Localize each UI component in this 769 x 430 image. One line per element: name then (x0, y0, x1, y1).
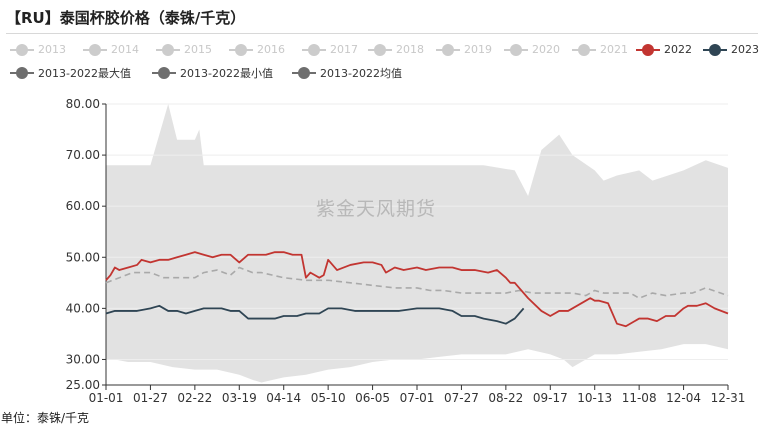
title-divider (6, 33, 758, 34)
legend-label: 2013-2022最小值 (180, 67, 273, 80)
x-tick-label: 02-22 (177, 391, 212, 405)
legend-item-2015[interactable]: 2015 (156, 43, 212, 56)
series-line-2023 (105, 304, 525, 325)
legend-label: 2021 (600, 43, 628, 56)
y-tick-label: 40.00 (66, 301, 100, 315)
legend-item-2013-2022均值[interactable]: 2013-2022均值 (292, 65, 402, 81)
legend-label: 2014 (111, 43, 139, 56)
legend-symbol-icon (10, 67, 34, 79)
legend-label: 2015 (184, 43, 212, 56)
legend-symbol-icon (636, 43, 660, 56)
x-tick-label: 10-13 (577, 391, 612, 405)
legend-item-2019[interactable]: 2019 (436, 43, 492, 56)
legend-item-2020[interactable]: 2020 (504, 43, 560, 56)
x-tick-label: 05-10 (311, 391, 346, 405)
series-line-avg (105, 266, 729, 299)
legend-symbol-icon (504, 43, 528, 56)
legend-symbol-icon (83, 43, 107, 56)
legend-symbol-icon (302, 43, 326, 56)
y-tick-label: 30.00 (66, 352, 100, 366)
x-tick-label: 01-01 (89, 391, 124, 405)
legend-item-2014[interactable]: 2014 (83, 43, 139, 56)
legend-label: 2019 (464, 43, 492, 56)
legend-label: 2022 (664, 43, 692, 56)
unit-label: 单位：泰铢/千克 (1, 411, 90, 425)
legend: 2013 2014 2015 2016 2017 2018 2019 2020 2021 2022… (0, 40, 769, 86)
legend-symbol-icon (572, 43, 596, 56)
x-tick-label: 04-14 (266, 391, 301, 405)
legend-item-2013-2022最大值[interactable]: 2013-2022最大值 (10, 65, 131, 81)
legend-label: 2013-2022均值 (320, 67, 402, 80)
chart-title: 【RU】泰国杯胶价格（泰铢/千克） (6, 9, 246, 27)
x-tick-label: 08-22 (488, 391, 523, 405)
x-tick-label: 06-05 (355, 391, 390, 405)
x-tick-label: 07-01 (400, 391, 435, 405)
series-line-2022 (105, 251, 729, 328)
legend-label: 2013 (38, 43, 66, 56)
min-max-band (106, 104, 728, 383)
legend-label: 2020 (532, 43, 560, 56)
watermark: 紫金天风期货 (316, 198, 437, 220)
legend-symbol-icon (436, 43, 460, 56)
legend-item-2013-2022最小值[interactable]: 2013-2022最小值 (152, 65, 273, 81)
legend-item-2018[interactable]: 2018 (368, 43, 424, 56)
x-tick-label: 01-27 (133, 391, 168, 405)
x-tick-label: 12-04 (666, 391, 701, 405)
legend-item-2013[interactable]: 2013 (10, 43, 66, 56)
legend-label: 2018 (396, 43, 424, 56)
legend-symbol-icon (368, 43, 392, 56)
x-tick-label: 09-17 (533, 391, 568, 405)
x-tick-label: 03-19 (222, 391, 257, 405)
x-tick-label: 07-27 (444, 391, 479, 405)
legend-item-2016[interactable]: 2016 (229, 43, 285, 56)
legend-label: 2013-2022最大值 (38, 67, 131, 80)
y-tick-label: 70.00 (66, 148, 100, 162)
legend-symbol-icon (156, 43, 180, 56)
x-tick-label: 11-08 (622, 391, 657, 405)
legend-label: 2017 (330, 43, 358, 56)
legend-symbol-icon (292, 67, 316, 79)
y-tick-label: 25.00 (66, 378, 100, 392)
x-tick-label: 12-31 (711, 391, 746, 405)
y-tick-label: 80.00 (66, 97, 100, 111)
legend-label: 2023 (731, 43, 759, 56)
legend-symbol-icon (703, 43, 727, 56)
y-tick-label: 50.00 (66, 250, 100, 264)
legend-label: 2016 (257, 43, 285, 56)
legend-symbol-icon (229, 43, 253, 56)
legend-item-2021[interactable]: 2021 (572, 43, 628, 56)
legend-symbol-icon (152, 67, 176, 79)
legend-item-2023[interactable]: 2023 (703, 43, 759, 56)
legend-item-2022[interactable]: 2022 (636, 43, 692, 56)
y-tick-label: 60.00 (66, 199, 100, 213)
legend-item-2017[interactable]: 2017 (302, 43, 358, 56)
legend-symbol-icon (10, 43, 34, 56)
